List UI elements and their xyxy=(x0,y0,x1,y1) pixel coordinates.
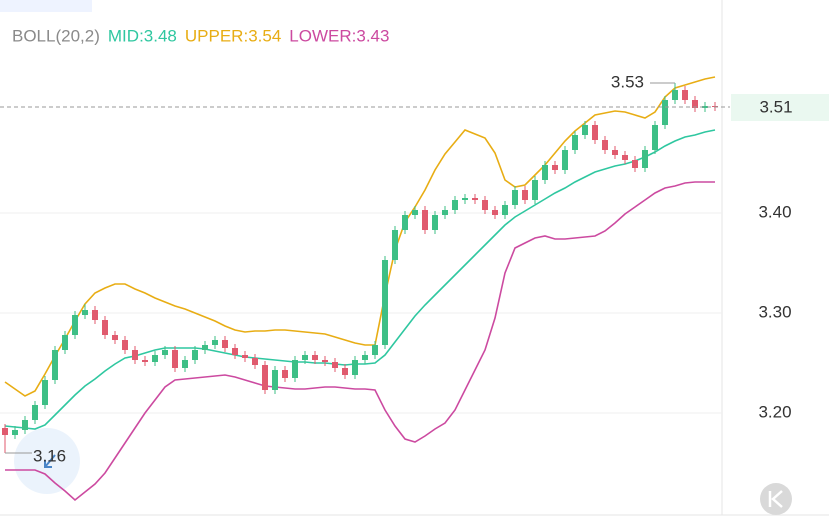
candle-body xyxy=(82,310,88,315)
candle-body xyxy=(32,405,38,420)
candle-body xyxy=(142,360,148,362)
candle-body xyxy=(692,100,698,108)
candle-body xyxy=(592,125,598,140)
k-icon xyxy=(768,490,783,508)
candle-body xyxy=(72,315,78,335)
legend-text: : xyxy=(139,26,144,45)
candle-body xyxy=(352,360,358,375)
candle-body xyxy=(172,350,178,368)
candle-body xyxy=(192,350,198,360)
candle-body xyxy=(22,420,28,430)
candle-body xyxy=(332,362,338,368)
candle-body xyxy=(652,125,658,150)
max-label: 3.53 xyxy=(611,72,644,91)
candle-body xyxy=(432,215,438,230)
candle-body xyxy=(682,90,688,100)
candle-body xyxy=(402,215,408,230)
candle-body xyxy=(452,200,458,210)
candle-body xyxy=(662,100,668,125)
candle-body xyxy=(252,358,258,365)
y-tick-label: 3.20 xyxy=(758,402,791,421)
candle-body xyxy=(162,350,168,355)
candle-body xyxy=(102,320,108,335)
candle-body xyxy=(382,260,388,345)
top-tab xyxy=(0,0,92,12)
candle-body xyxy=(222,340,228,348)
arrow-icon xyxy=(44,454,56,468)
legend-text: MID xyxy=(108,26,139,45)
candle-body xyxy=(302,355,308,360)
candle-body xyxy=(462,198,468,200)
candle-body xyxy=(492,210,498,215)
legend-text: 3.43 xyxy=(356,26,389,45)
candle-body xyxy=(522,190,528,200)
candle-body xyxy=(562,150,568,170)
min-label: 3.16 xyxy=(33,446,66,465)
crosshair-button[interactable] xyxy=(14,428,80,494)
candle-body xyxy=(242,355,248,358)
band-line xyxy=(4,76,716,397)
legend-text: 3.48 xyxy=(144,26,177,45)
candle-body xyxy=(542,165,548,180)
candle-body xyxy=(42,380,48,405)
candle-body xyxy=(262,365,268,390)
candle-body xyxy=(92,310,98,320)
candle-body xyxy=(502,205,508,215)
candle-body xyxy=(152,355,158,362)
candle-body xyxy=(52,350,58,380)
candle-body xyxy=(112,335,118,340)
band-line xyxy=(5,181,715,502)
candle-body xyxy=(312,355,318,360)
candle-body xyxy=(472,198,478,200)
legend-text: LOWER xyxy=(289,26,351,45)
candle-body xyxy=(422,210,428,230)
candle-body xyxy=(672,90,678,100)
last-price-box xyxy=(731,94,829,121)
candle-body xyxy=(442,210,448,215)
candle-body xyxy=(272,370,278,390)
legend-text: : xyxy=(352,26,357,45)
candle-body xyxy=(702,106,708,108)
candle-body xyxy=(372,345,378,355)
legend-text: UPPER xyxy=(185,26,244,45)
candle-body xyxy=(62,335,68,350)
candle-body xyxy=(132,350,138,360)
last-price-label: 3.51 xyxy=(759,97,792,116)
candle-body xyxy=(572,135,578,150)
band-line xyxy=(4,129,716,430)
k-button[interactable] xyxy=(760,483,792,515)
y-tick-label: 3.30 xyxy=(758,302,791,321)
legend-text: 3.54 xyxy=(248,26,281,45)
candle-body xyxy=(482,200,488,210)
candle-body xyxy=(122,340,128,350)
candle-body xyxy=(202,345,208,350)
candle-body xyxy=(412,210,418,215)
candle-body xyxy=(12,430,18,435)
candle-body xyxy=(212,340,218,345)
legend-text: : xyxy=(243,26,248,45)
candle-body xyxy=(622,155,628,160)
candle-body xyxy=(582,125,588,135)
candle-body xyxy=(602,140,608,150)
candle-body xyxy=(532,180,538,200)
candle-body xyxy=(342,368,348,375)
candle-body xyxy=(362,355,368,360)
candle-body xyxy=(182,360,188,368)
k-circle xyxy=(760,483,792,515)
candle-body xyxy=(232,348,238,355)
legend-text: BOLL(20,2) xyxy=(12,26,100,45)
candle-body xyxy=(2,428,8,435)
y-tick-label: 3.40 xyxy=(758,202,791,221)
candle-body xyxy=(322,360,328,362)
candle-body xyxy=(552,165,558,170)
candle-body xyxy=(512,190,518,205)
candle-body xyxy=(292,360,298,378)
candle-body xyxy=(392,230,398,260)
candle-body xyxy=(612,150,618,155)
candle-body xyxy=(282,370,288,378)
candle-body xyxy=(642,150,648,168)
candle-body xyxy=(632,160,638,168)
